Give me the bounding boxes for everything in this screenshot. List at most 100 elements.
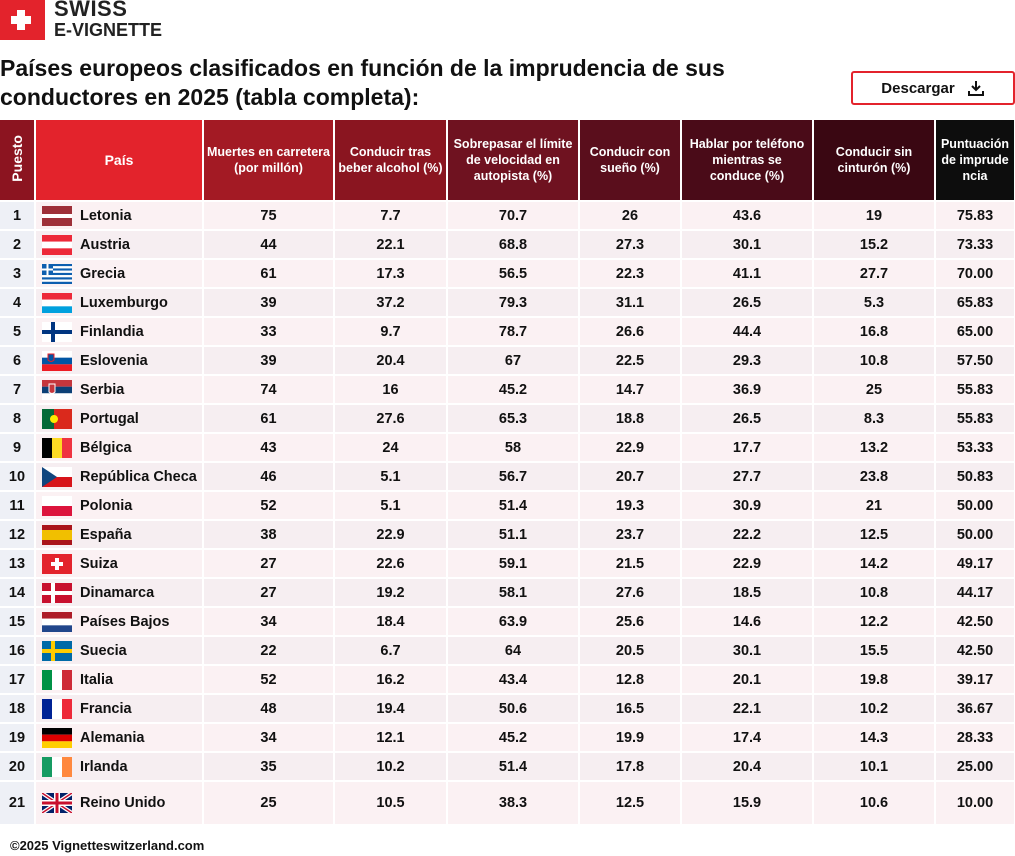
cell-text: 51.4 bbox=[498, 758, 528, 775]
country-cell: Países Bajos bbox=[36, 608, 202, 635]
cell-text: 14.3 bbox=[859, 729, 889, 746]
value-cell: 36.67 bbox=[936, 695, 1014, 722]
rank-cell: 17 bbox=[0, 666, 34, 693]
value-cell: 10.2 bbox=[814, 695, 934, 722]
cell-text: 27 bbox=[260, 555, 277, 572]
cell-text: 22.9 bbox=[732, 555, 762, 572]
cell-text: 25 bbox=[865, 381, 883, 398]
cell-text: 10.6 bbox=[859, 795, 889, 811]
flag bbox=[40, 791, 74, 815]
cell-text: 58 bbox=[504, 439, 522, 456]
value-cell: 51.1 bbox=[448, 521, 578, 548]
download-button[interactable]: Descargar bbox=[851, 71, 1015, 105]
value-cell: 46 bbox=[204, 463, 333, 490]
cell-text: 61 bbox=[260, 265, 277, 282]
header-text: Muertes en carretera (por millón) bbox=[207, 145, 330, 175]
cell-text: 1 bbox=[12, 207, 22, 224]
value-cell: 24 bbox=[335, 434, 446, 461]
flag bbox=[42, 524, 72, 545]
cell-text: 10.2 bbox=[376, 758, 405, 775]
value-cell: 15.5 bbox=[814, 637, 934, 664]
cell-text: 8 bbox=[12, 410, 22, 427]
cell-text: 30.1 bbox=[732, 236, 762, 253]
rank-cell: 21 bbox=[0, 782, 34, 824]
cell-text: Letonia bbox=[80, 207, 132, 224]
value-cell: 13.2 bbox=[814, 434, 934, 461]
cell-text: 9 bbox=[12, 439, 22, 456]
cell-text: 56.7 bbox=[498, 468, 528, 485]
header-text: Sobrepasar el límite de velocidad en aut… bbox=[453, 137, 573, 183]
cell-text: 30.9 bbox=[732, 497, 762, 514]
flag bbox=[42, 205, 72, 226]
table-row: 7 Serbia 74 16 45.2 14.7 36.9 25 55.83 bbox=[0, 376, 1014, 403]
header-text: Conducir sin cinturón (%) bbox=[835, 145, 913, 175]
value-cell: 38 bbox=[204, 521, 333, 548]
value-cell: 23.8 bbox=[814, 463, 934, 490]
cell-text: 44.17 bbox=[956, 584, 994, 601]
cell-text: 53.33 bbox=[956, 439, 994, 456]
rank-cell: 12 bbox=[0, 521, 34, 548]
flag bbox=[42, 553, 72, 574]
value-cell: 70.00 bbox=[936, 260, 1014, 287]
country-cell: Austria bbox=[36, 231, 202, 258]
rank-cell: 2 bbox=[0, 231, 34, 258]
value-cell: 27 bbox=[204, 550, 333, 577]
cell-text: 29.3 bbox=[732, 352, 762, 369]
value-cell: 29.3 bbox=[682, 347, 812, 374]
value-cell: 58.1 bbox=[448, 579, 578, 606]
cell-text: 41.1 bbox=[732, 265, 762, 282]
cell-text: 31.1 bbox=[615, 294, 645, 311]
flag bbox=[42, 698, 72, 719]
column-header: Sobrepasar el límite de velocidad en aut… bbox=[448, 120, 578, 200]
cell-text: Austria bbox=[80, 236, 130, 253]
cell-text: Francia bbox=[80, 700, 132, 717]
cell-text: 65.00 bbox=[956, 323, 994, 340]
country-cell: Alemania bbox=[36, 724, 202, 751]
cell-text: 12.2 bbox=[859, 613, 889, 630]
cell-text: 46 bbox=[260, 468, 277, 485]
value-cell: 27.3 bbox=[580, 231, 680, 258]
cell-text: 12.5 bbox=[859, 526, 889, 543]
cell-text: 22.2 bbox=[732, 526, 762, 543]
cell-text: 50.00 bbox=[956, 526, 994, 543]
table-row: 10 República Checa 46 5.1 56.7 20.7 27.7 23.8 50… bbox=[0, 463, 1014, 490]
cell-text: 10.8 bbox=[859, 352, 889, 369]
value-cell: 57.50 bbox=[936, 347, 1014, 374]
table-row: 16 Suecia 22 6.7 64 20.5 30.1 15.5 42.50 bbox=[0, 637, 1014, 664]
value-cell: 52 bbox=[204, 492, 333, 519]
table-row: 2 Austria 44 22.1 68.8 27.3 30.1 15.2 73.33 bbox=[0, 231, 1014, 258]
value-cell: 14.6 bbox=[682, 608, 812, 635]
cell-text: 39 bbox=[260, 352, 277, 369]
cell-text: 22.6 bbox=[376, 555, 405, 572]
value-cell: 25.00 bbox=[936, 753, 1014, 780]
cell-text: Portugal bbox=[80, 410, 139, 427]
table-row: 21 Reino Unido 25 10.5 38.3 12.5 15.9 10.6 10.00 bbox=[0, 782, 1014, 824]
logo-text: E-VIGNETTE bbox=[54, 20, 163, 40]
value-cell: 16.8 bbox=[814, 318, 934, 345]
rank-cell: 8 bbox=[0, 405, 34, 432]
cell-text: 22.3 bbox=[615, 265, 645, 282]
cell-text: 25 bbox=[260, 795, 277, 811]
value-cell: 19.2 bbox=[335, 579, 446, 606]
logo-flag bbox=[0, 0, 45, 40]
column-header: Puntuación de imprudencia bbox=[936, 120, 1014, 200]
column-header: Conducir sin cinturón (%) bbox=[814, 120, 934, 200]
cell-text: 65.83 bbox=[956, 294, 994, 311]
country-cell: Luxemburgo bbox=[36, 289, 202, 316]
table-row: 12 España 38 22.9 51.1 23.7 22.2 12.5 50.00 bbox=[0, 521, 1014, 548]
value-cell: 35 bbox=[204, 753, 333, 780]
cell-text: 12.1 bbox=[376, 729, 405, 746]
value-cell: 56.5 bbox=[448, 260, 578, 287]
rank-cell: 4 bbox=[0, 289, 34, 316]
value-cell: 36.9 bbox=[682, 376, 812, 403]
cell-text: 50.6 bbox=[498, 700, 528, 717]
value-cell: 75.83 bbox=[936, 202, 1014, 229]
cell-text: 45.2 bbox=[498, 381, 528, 398]
value-cell: 22.1 bbox=[682, 695, 812, 722]
value-cell: 78.7 bbox=[448, 318, 578, 345]
cell-text: 75.83 bbox=[956, 207, 994, 224]
cell-text: 13.2 bbox=[859, 439, 889, 456]
cell-text: 18 bbox=[8, 700, 26, 717]
cell-text: 15.9 bbox=[732, 795, 762, 811]
cell-text: 14.6 bbox=[732, 613, 762, 630]
